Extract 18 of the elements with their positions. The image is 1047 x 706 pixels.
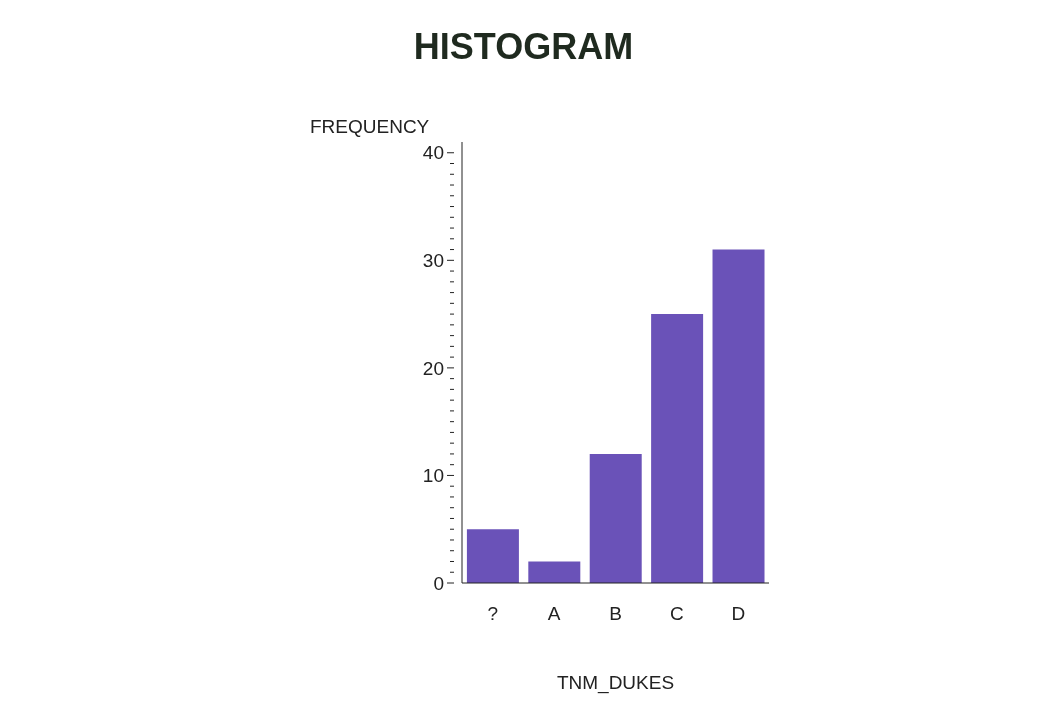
y-tick-label: 20: [422, 357, 444, 379]
x-tick-label: ?: [487, 603, 498, 625]
bar: [528, 561, 581, 583]
y-tick-label: 10: [422, 465, 444, 487]
y-tick-label: 0: [433, 572, 444, 594]
y-tick-label: 30: [422, 249, 444, 271]
x-tick-label: A: [547, 603, 561, 625]
x-tick-label: C: [670, 603, 684, 625]
x-tick-label: D: [731, 603, 746, 625]
bar: [651, 314, 704, 583]
x-axis-title: TNM_DUKES: [555, 672, 676, 694]
y-axis-title: FREQUENCY: [310, 116, 430, 138]
x-tick-label: B: [609, 603, 622, 625]
chart-title: HISTOGRAM: [412, 26, 635, 68]
y-tick-label: 40: [422, 142, 444, 164]
bar: [712, 249, 765, 583]
bar: [466, 529, 519, 583]
bar: [589, 453, 642, 583]
